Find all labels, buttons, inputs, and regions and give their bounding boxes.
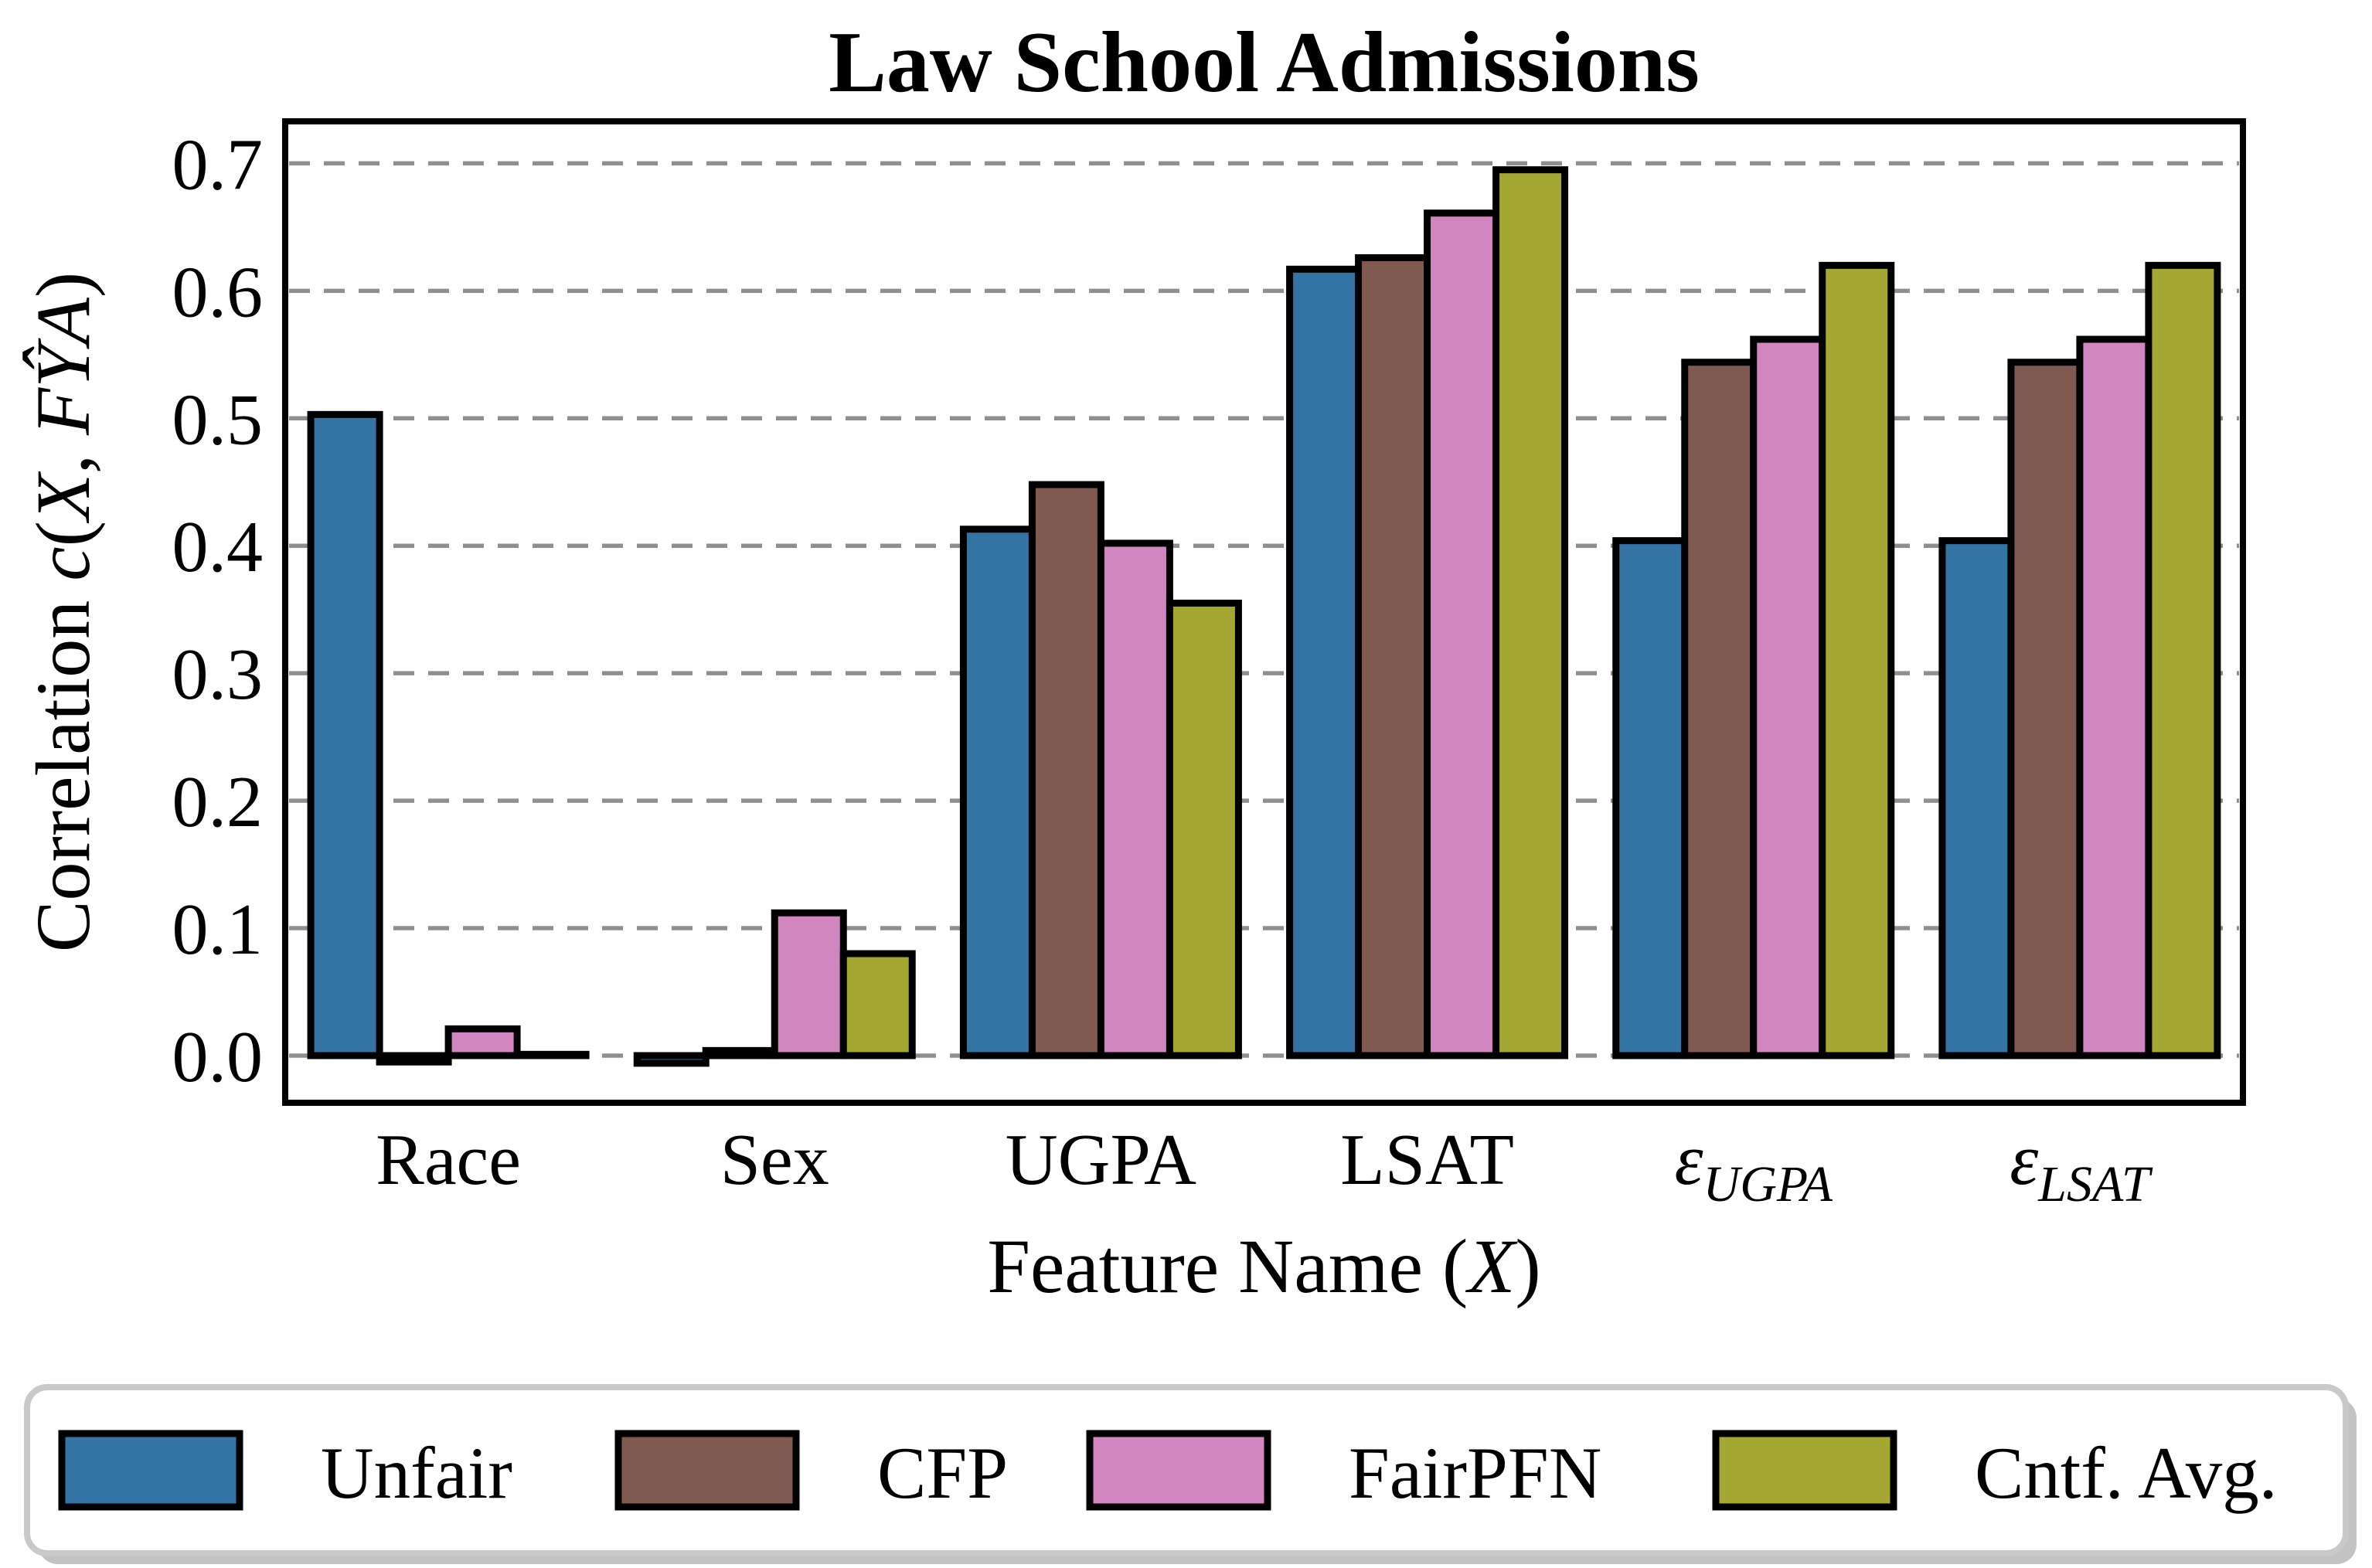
legend-swatch-fairpfn	[1086, 1430, 1271, 1511]
bar-race-fairpfn	[444, 1025, 521, 1060]
x-axis-label: Feature Name (X)	[987, 1223, 1540, 1309]
bar-race-unfair	[307, 410, 383, 1060]
bar-ε-ugpa-unfair	[1612, 537, 1689, 1060]
bar-ε-ugpa-cntf-avg-	[1819, 261, 1895, 1060]
legend-swatch-unfair	[58, 1430, 243, 1511]
bar-ugpa-cntf-avg-	[1166, 599, 1242, 1060]
y-tick-label: 0.4	[172, 507, 264, 587]
bar-race-cntf-avg-	[513, 1050, 590, 1060]
bar-sex-cntf-avg-	[839, 950, 916, 1060]
y-tick-label: 0.1	[172, 889, 264, 970]
legend-label-fairpfn: FairPFN	[1349, 1432, 1601, 1514]
legend-swatch-cfp	[614, 1430, 800, 1511]
bar-ε-ugpa-cfp	[1681, 359, 1758, 1060]
bar-sex-fairpfn	[771, 909, 847, 1060]
x-tick-label: Sex	[720, 1120, 829, 1200]
bar-ugpa-fairpfn	[1097, 539, 1173, 1060]
y-tick-label: 0.3	[172, 634, 264, 715]
bar-lsat-cfp	[1355, 253, 1431, 1060]
y-tick-label: 0.2	[172, 762, 264, 842]
x-tick-label: Race	[376, 1120, 521, 1200]
x-tick-label: LSAT	[1340, 1120, 1514, 1200]
legend-label-cntf-avg: Cntf. Avg.	[1975, 1432, 2277, 1514]
y-tick-label: 0.0	[172, 1017, 264, 1097]
bar-sex-cfp	[702, 1046, 778, 1060]
plot-area	[285, 121, 2243, 1103]
axes-spines	[282, 118, 2246, 1106]
y-axis-label: Correlation c(X, FŶA)	[20, 272, 106, 952]
bar-ugpa-unfair	[959, 526, 1036, 1060]
x-tick-label: εUGPA	[1675, 1120, 1833, 1213]
y-tick-label: 0.5	[172, 379, 264, 460]
bar-race-cfp	[376, 1052, 452, 1066]
bar-ε-lsat-cntf-avg-	[2145, 261, 2221, 1060]
bar-sex-unfair	[633, 1052, 710, 1067]
bar-ε-lsat-cfp	[2007, 359, 2084, 1060]
x-tick-label: UGPA	[1006, 1120, 1196, 1200]
chart-title: Law School Admissions	[829, 15, 1700, 111]
bar-ε-lsat-fairpfn	[2076, 335, 2152, 1060]
bar-lsat-cntf-avg-	[1492, 166, 1569, 1060]
bar-lsat-unfair	[1286, 265, 1363, 1060]
y-tick-label: 0.7	[172, 124, 264, 205]
legend-swatch-cntf-avg	[1712, 1430, 1897, 1511]
bar-ε-lsat-unfair	[1938, 537, 2015, 1060]
legend-label-unfair: Unfair	[321, 1432, 512, 1514]
x-tick-label: εLSAT	[2010, 1120, 2153, 1213]
bar-lsat-fairpfn	[1424, 209, 1500, 1060]
legend-label-cfp: CFP	[877, 1432, 1008, 1514]
y-tick-label: 0.6	[172, 252, 264, 332]
bar-ugpa-cfp	[1028, 481, 1104, 1060]
bar-ε-ugpa-fairpfn	[1750, 335, 1826, 1060]
